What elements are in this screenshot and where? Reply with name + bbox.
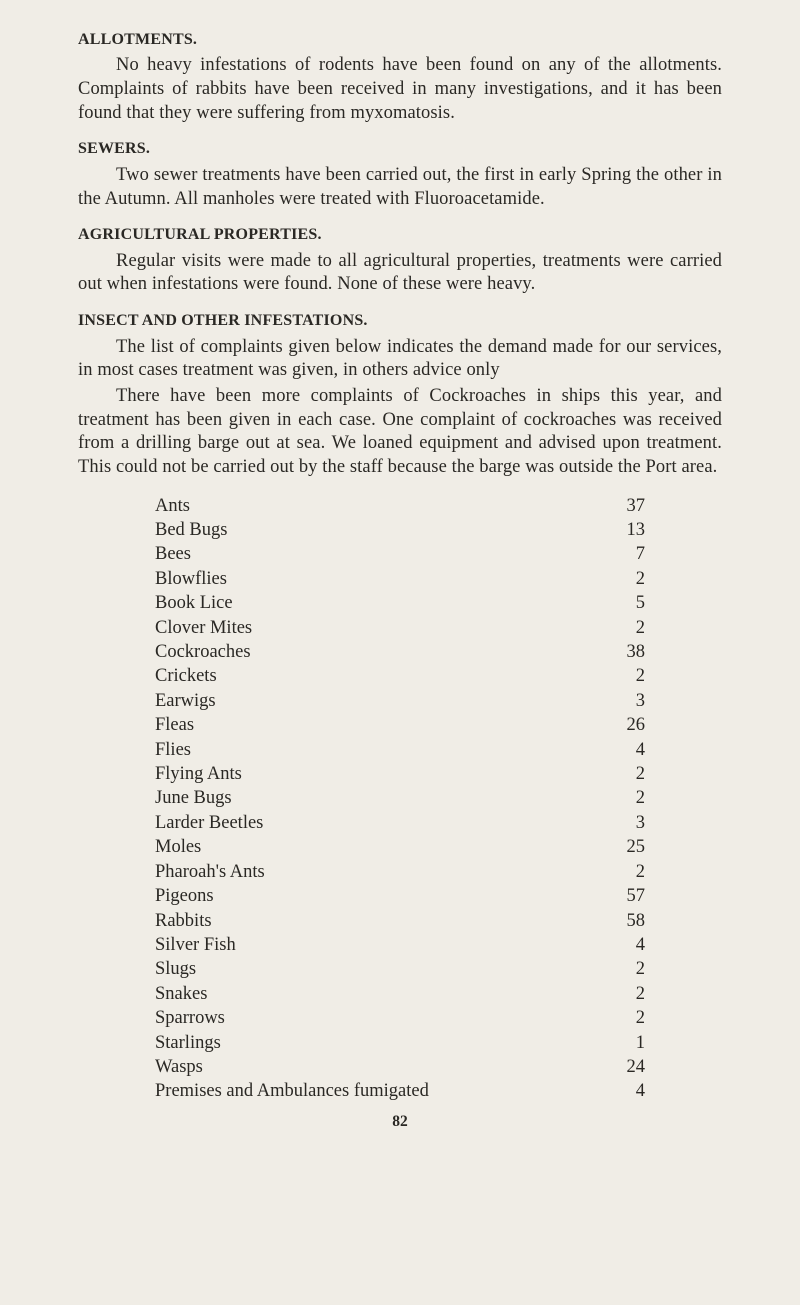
complaint-name: Sparrows xyxy=(155,1006,225,1030)
complaint-value: 25 xyxy=(603,835,645,859)
complaint-name: June Bugs xyxy=(155,786,232,810)
complaint-value: 2 xyxy=(603,762,645,786)
complaint-value: 2 xyxy=(603,982,645,1006)
table-row: Cockroaches 38 xyxy=(155,640,645,664)
table-row: Slugs 2 xyxy=(155,957,645,981)
table-row: Blowflies 2 xyxy=(155,567,645,591)
table-row: Clover Mites 2 xyxy=(155,616,645,640)
agricultural-heading: AGRICULTURAL PROPERTIES. xyxy=(78,225,722,245)
table-row: Earwigs 3 xyxy=(155,689,645,713)
allotments-body: No heavy infestations of rodents have be… xyxy=(78,54,722,125)
document-page: ALLOTMENTS. No heavy infestations of rod… xyxy=(0,0,800,1305)
complaint-name: Blowflies xyxy=(155,567,227,591)
complaint-name: Crickets xyxy=(155,664,217,688)
table-row: Ants 37 xyxy=(155,494,645,518)
complaint-name: Larder Beetles xyxy=(155,811,263,835)
table-row: June Bugs 2 xyxy=(155,786,645,810)
table-row: Book Lice 5 xyxy=(155,591,645,615)
complaint-name: Wasps xyxy=(155,1055,203,1079)
complaint-name: Bed Bugs xyxy=(155,518,227,542)
agricultural-body: Regular visits were made to all agricult… xyxy=(78,250,722,297)
complaint-name: Bees xyxy=(155,542,191,566)
complaint-value: 5 xyxy=(603,591,645,615)
sewers-body: Two sewer treatments have been carried o… xyxy=(78,164,722,211)
complaint-name: Pharoah's Ants xyxy=(155,860,265,884)
table-row: Silver Fish 4 xyxy=(155,933,645,957)
complaint-value: 2 xyxy=(603,1006,645,1030)
complaint-value: 2 xyxy=(603,567,645,591)
complaint-name: Fleas xyxy=(155,713,194,737)
table-row: Larder Beetles 3 xyxy=(155,811,645,835)
complaints-table: Ants37Bed Bugs13Bees7Blowflies2Book Lice… xyxy=(155,494,645,1104)
complaint-value: 2 xyxy=(603,786,645,810)
complaint-name: Earwigs xyxy=(155,689,216,713)
complaint-value: 24 xyxy=(603,1055,645,1079)
complaint-name: Ants xyxy=(155,494,190,518)
insect-para-2: There have been more complaints of Cockr… xyxy=(78,385,722,480)
page-number: 82 xyxy=(78,1112,722,1132)
complaint-name: Slugs xyxy=(155,957,196,981)
table-row: Pigeons 57 xyxy=(155,884,645,908)
complaint-name: Flies xyxy=(155,738,191,762)
insect-heading: INSECT AND OTHER INFESTATIONS. xyxy=(78,311,722,331)
table-row: Crickets 2 xyxy=(155,664,645,688)
complaint-name: Clover Mites xyxy=(155,616,252,640)
complaint-value: 2 xyxy=(603,860,645,884)
complaint-name: Snakes xyxy=(155,982,207,1006)
complaint-name: Premises and Ambulances fumigated xyxy=(155,1079,429,1103)
complaint-name: Book Lice xyxy=(155,591,233,615)
table-row: Bees 7 xyxy=(155,542,645,566)
complaint-value: 38 xyxy=(603,640,645,664)
complaint-value: 57 xyxy=(603,884,645,908)
table-row: Fleas 26 xyxy=(155,713,645,737)
complaint-value: 4 xyxy=(603,738,645,762)
table-row: Wasps 24 xyxy=(155,1055,645,1079)
complaint-name: Moles xyxy=(155,835,201,859)
complaint-value: 13 xyxy=(603,518,645,542)
complaint-name: Rabbits xyxy=(155,909,212,933)
sewers-heading: SEWERS. xyxy=(78,139,722,159)
table-row: Moles 25 xyxy=(155,835,645,859)
complaint-value: 3 xyxy=(603,811,645,835)
complaint-value: 2 xyxy=(603,664,645,688)
table-row: Flying Ants 2 xyxy=(155,762,645,786)
insect-para-1: The list of complaints given below indic… xyxy=(78,336,722,383)
allotments-heading: ALLOTMENTS. xyxy=(78,30,722,50)
complaint-name: Silver Fish xyxy=(155,933,236,957)
complaint-name: Starlings xyxy=(155,1031,221,1055)
table-row: Flies 4 xyxy=(155,738,645,762)
complaint-value: 7 xyxy=(603,542,645,566)
complaint-value: 58 xyxy=(603,909,645,933)
table-row: Snakes 2 xyxy=(155,982,645,1006)
table-row: Pharoah's Ants 2 xyxy=(155,860,645,884)
complaint-name: Flying Ants xyxy=(155,762,242,786)
complaint-name: Pigeons xyxy=(155,884,214,908)
complaint-value: 4 xyxy=(603,933,645,957)
table-row: Bed Bugs 13 xyxy=(155,518,645,542)
table-row: Premises and Ambulances fumigated 4 xyxy=(155,1079,645,1103)
complaint-value: 26 xyxy=(603,713,645,737)
complaint-value: 1 xyxy=(603,1031,645,1055)
table-row: Starlings 1 xyxy=(155,1031,645,1055)
complaint-name: Cockroaches xyxy=(155,640,251,664)
complaint-value: 2 xyxy=(603,616,645,640)
complaint-value: 37 xyxy=(603,494,645,518)
complaint-value: 3 xyxy=(603,689,645,713)
table-row: Rabbits 58 xyxy=(155,909,645,933)
complaint-value: 2 xyxy=(603,957,645,981)
complaint-value: 4 xyxy=(603,1079,645,1103)
table-row: Sparrows 2 xyxy=(155,1006,645,1030)
